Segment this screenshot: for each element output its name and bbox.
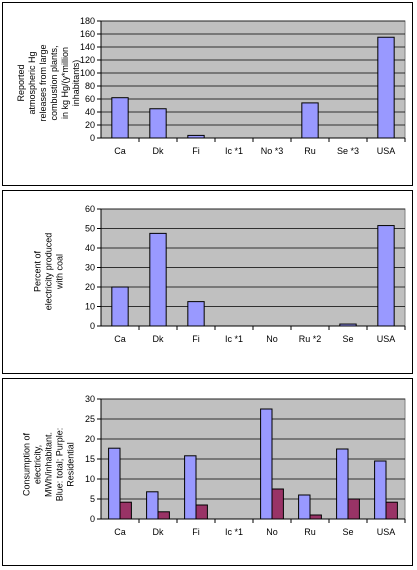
y-tick-label: 10: [85, 474, 95, 484]
x-tick-label: USA: [377, 527, 396, 537]
chart-panel-electricity-consumption: Consumption of electricity, MWh/inhabita…: [2, 378, 413, 566]
y-tick-label: 140: [80, 42, 95, 52]
bar: [336, 448, 349, 520]
x-tick-label: Se: [342, 334, 353, 344]
x-tick-label: No *3: [261, 146, 284, 156]
y-tick-label: 10: [85, 302, 95, 312]
x-tick-label: Se *3: [337, 146, 359, 156]
y-tick-label: 20: [85, 434, 95, 444]
bar: [149, 232, 167, 327]
bar: [260, 408, 273, 520]
y-tick-label: 180: [80, 16, 95, 26]
y-tick-label: 40: [85, 107, 95, 117]
y-tick-label: 25: [85, 414, 95, 424]
y-tick-label: 0: [90, 321, 95, 331]
x-tick-label: Ca: [114, 527, 126, 537]
bar: [108, 447, 121, 520]
x-tick-label: No: [266, 334, 278, 344]
bar: [195, 504, 208, 520]
y-tick-label: 20: [85, 282, 95, 292]
bar: [347, 498, 360, 520]
x-tick-label: Dk: [153, 334, 164, 344]
x-tick-label: Dk: [153, 527, 164, 537]
bar: [111, 97, 129, 139]
y-tick-label: 60: [85, 204, 95, 214]
y-tick-label: 40: [85, 243, 95, 253]
chart-svg: 0 5 10 15 20 25 30 Ca Dk Fi Ic *1 No Ru Se USA: [85, 394, 406, 537]
y-tick-label: 80: [85, 81, 95, 91]
y-tick-label: 60: [85, 94, 95, 104]
bar: [187, 301, 205, 327]
y-tick-label: 30: [85, 394, 95, 404]
x-tick-label: USA: [377, 334, 396, 344]
bar: [149, 108, 167, 139]
bar: [298, 494, 311, 520]
bar: [377, 225, 395, 327]
chart-panel-coal-percent: Percent of electricity produced with coa…: [2, 190, 413, 374]
bar: [374, 460, 387, 520]
bar: [157, 511, 170, 520]
x-tick-label: Ca: [114, 334, 126, 344]
bar: [309, 514, 322, 520]
bar: [119, 501, 132, 520]
bar: [111, 286, 129, 327]
bar: [301, 102, 319, 139]
x-tick-label: Fi: [192, 334, 200, 344]
y-tick-label: 20: [85, 120, 95, 130]
plot-area: [100, 20, 406, 139]
x-tick-label: Ic *1: [225, 334, 243, 344]
bar: [377, 36, 395, 139]
bar: [146, 491, 159, 520]
y-tick-label: 0: [90, 514, 95, 524]
chart-svg: 0 20 40 60 80 100 120 140 160 180 Ca Dk Fi Ic *1 No *3…: [80, 16, 406, 156]
x-tick-label: USA: [377, 146, 396, 156]
bar: [271, 488, 284, 520]
y-tick-label: 15: [85, 454, 95, 464]
bar: [184, 455, 197, 520]
x-tick-label: Ru *2: [299, 334, 322, 344]
x-tick-label: Ic *1: [225, 146, 243, 156]
chart-svg: 0 10 20 30 40 50 60 Ca Dk Fi Ic *1 No Ru *2 Se USA: [85, 204, 406, 344]
x-tick-label: Fi: [192, 527, 200, 537]
x-tick-label: Ic *1: [225, 527, 243, 537]
x-tick-label: Se: [342, 527, 353, 537]
y-tick-label: 100: [80, 68, 95, 78]
y-tick-label: 120: [80, 55, 95, 65]
x-tick-label: Fi: [192, 146, 200, 156]
y-tick-label: 5: [90, 494, 95, 504]
y-tick-label: 50: [85, 224, 95, 234]
x-tick-label: No: [266, 527, 278, 537]
x-tick-label: Ru: [304, 146, 316, 156]
y-tick-label: 160: [80, 29, 95, 39]
x-tick-label: Dk: [153, 146, 164, 156]
x-tick-label: Ca: [114, 146, 126, 156]
bar: [339, 323, 357, 327]
bar: [187, 134, 205, 139]
x-tick-label: Ru: [304, 527, 316, 537]
chart-panel-hg-releases: Reported atmospheric Hg releases from la…: [2, 2, 413, 186]
bar: [385, 501, 398, 520]
y-tick-label: 30: [85, 263, 95, 273]
y-tick-label: 0: [90, 133, 95, 143]
